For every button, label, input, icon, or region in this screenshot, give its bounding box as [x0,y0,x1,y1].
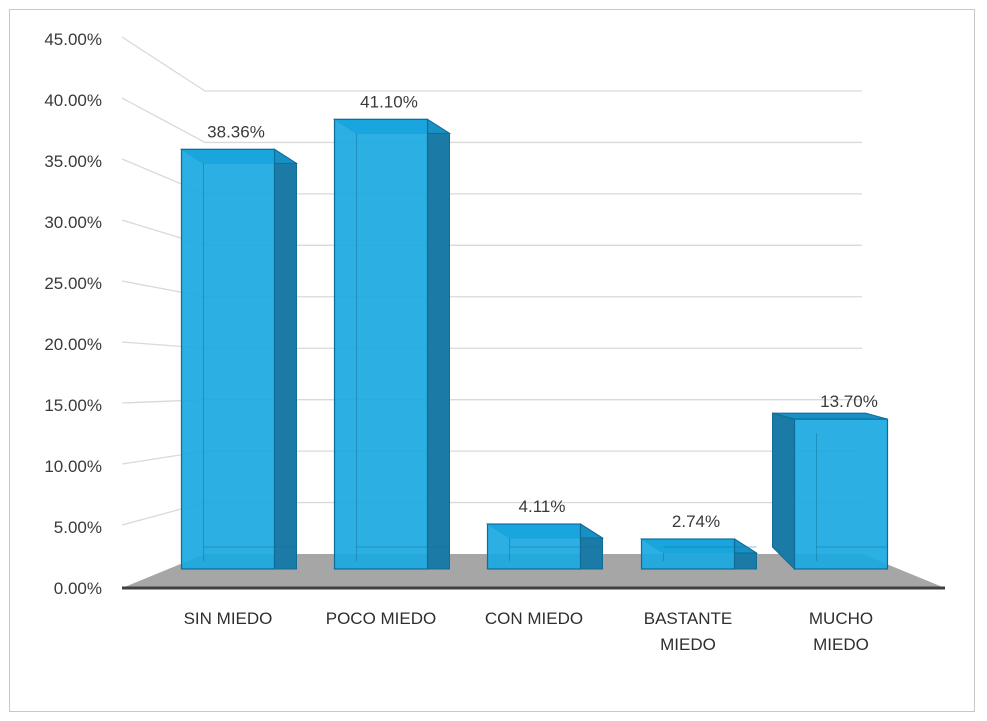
category-label: CON MIEDO [485,609,583,628]
bar-front [640,538,736,570]
bar [332,118,452,570]
category-label: MIEDO [660,635,716,654]
data-label: 38.36% [207,122,265,141]
bar-side [274,148,297,570]
data-label: 2.74% [672,512,720,531]
bar-front [180,148,276,570]
y-tick-label: 45.00% [44,30,102,49]
y-tick-label: 5.00% [54,518,102,537]
y-axis-ticks: 0.00% 5.00% 10.00% 15.00% 20.00% 25.00% 30.00%… [44,30,102,598]
data-label: 4.11% [519,497,566,516]
bar [772,412,889,571]
category-label: SIN MIEDO [184,609,273,628]
data-label: 41.10% [360,92,418,111]
y-tick-label: 30.00% [44,213,102,232]
bar-front [486,523,582,570]
bar [179,148,299,570]
y-tick-label: 20.00% [44,335,102,354]
gridline-side [121,97,206,144]
data-label: 13.70% [820,392,878,411]
bars [179,118,889,571]
y-tick-label: 25.00% [44,274,102,293]
data-labels: 38.36% 41.10% 4.11% 2.74% 13.70% [207,92,878,531]
bar [639,538,759,570]
chart-frame [9,9,975,712]
bar [485,523,605,570]
bar-front [333,118,429,570]
y-tick-label: 15.00% [44,396,102,415]
y-tick-label: 10.00% [44,457,102,476]
category-labels: SIN MIEDO POCO MIEDO CON MIEDO BASTANTE MIED… [184,609,874,654]
category-label: BASTANTE [644,609,732,628]
category-label: MUCHO [809,609,873,628]
category-label: POCO MIEDO [326,609,437,628]
y-tick-label: 0.00% [54,579,102,598]
bar-side [772,412,795,571]
bar-front [793,418,889,570]
y-tick-label: 35.00% [44,152,102,171]
bar-side [427,118,450,570]
y-tick-label: 40.00% [44,91,102,110]
bar-top [772,412,888,420]
category-label: MIEDO [813,635,869,654]
gridline-side [121,36,206,92]
